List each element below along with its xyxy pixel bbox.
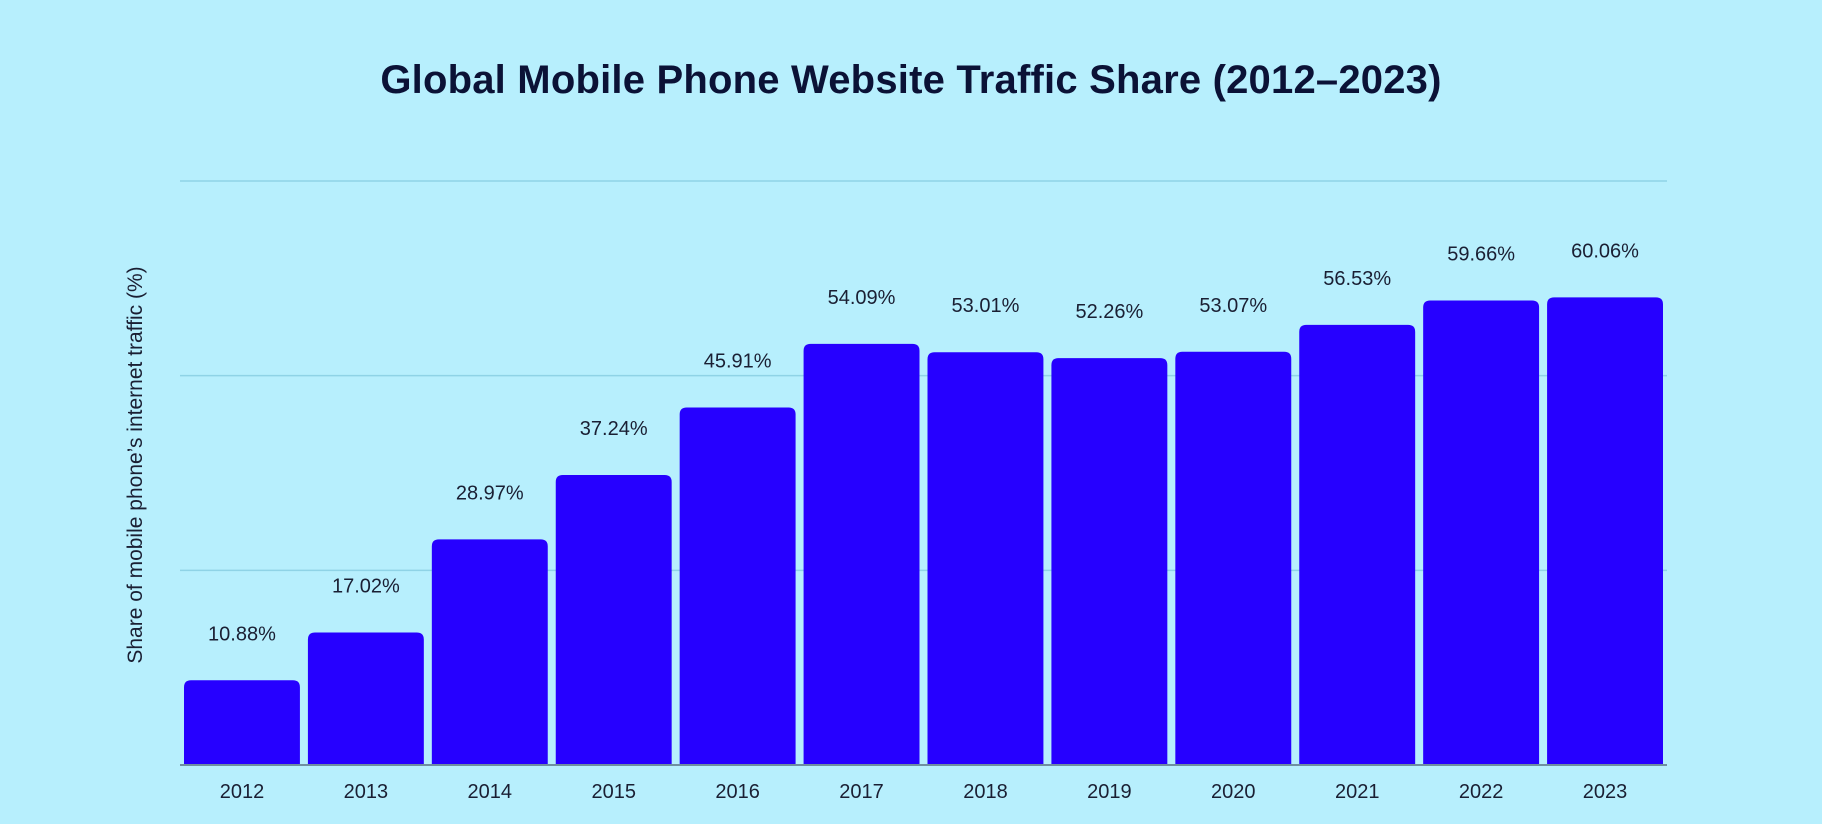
x-tick-label: 2016: [715, 781, 760, 803]
bar-2018: [927, 352, 1044, 765]
bar-2017: [803, 343, 920, 765]
x-tick-label: 2019: [1087, 781, 1132, 803]
bar-2015: [555, 475, 672, 765]
x-tick-label: 2020: [1211, 781, 1256, 803]
data-label: 59.66%: [1447, 243, 1515, 265]
data-label: 45.91%: [704, 351, 772, 373]
data-label: 56.53%: [1323, 268, 1391, 290]
bar-2022: [1423, 300, 1540, 765]
bar-2016: [679, 407, 796, 765]
x-tick-label: 2013: [344, 781, 389, 803]
bar-2014: [431, 539, 548, 765]
data-label: 37.24%: [580, 418, 648, 440]
x-tick-label: 2018: [963, 781, 1008, 803]
bar-2012: [184, 680, 300, 765]
x-tick-label: 2022: [1459, 781, 1504, 803]
data-label: 60.06%: [1571, 240, 1639, 262]
chart-title: Global Mobile Phone Website Traffic Shar…: [380, 58, 1442, 102]
bar-2019: [1051, 358, 1168, 765]
x-tick-label: 2015: [591, 781, 636, 803]
x-tick-label: 2012: [220, 781, 265, 803]
data-label: 10.88%: [208, 623, 276, 645]
bar-2021: [1299, 324, 1416, 765]
data-label: 17.02%: [332, 575, 400, 597]
x-tick-label: 2023: [1583, 781, 1628, 803]
data-label: 53.01%: [952, 295, 1020, 317]
data-label: 53.07%: [1199, 295, 1267, 317]
x-tick-label: 2014: [468, 781, 513, 803]
bar-2013: [307, 632, 424, 765]
x-tick-label: 2017: [839, 781, 884, 803]
data-label: 28.97%: [456, 482, 524, 504]
bar-2020: [1175, 351, 1292, 765]
x-tick-label: 2021: [1335, 781, 1380, 803]
data-label: 54.09%: [828, 287, 896, 309]
bar-2023: [1547, 297, 1663, 765]
data-label: 52.26%: [1075, 301, 1143, 323]
